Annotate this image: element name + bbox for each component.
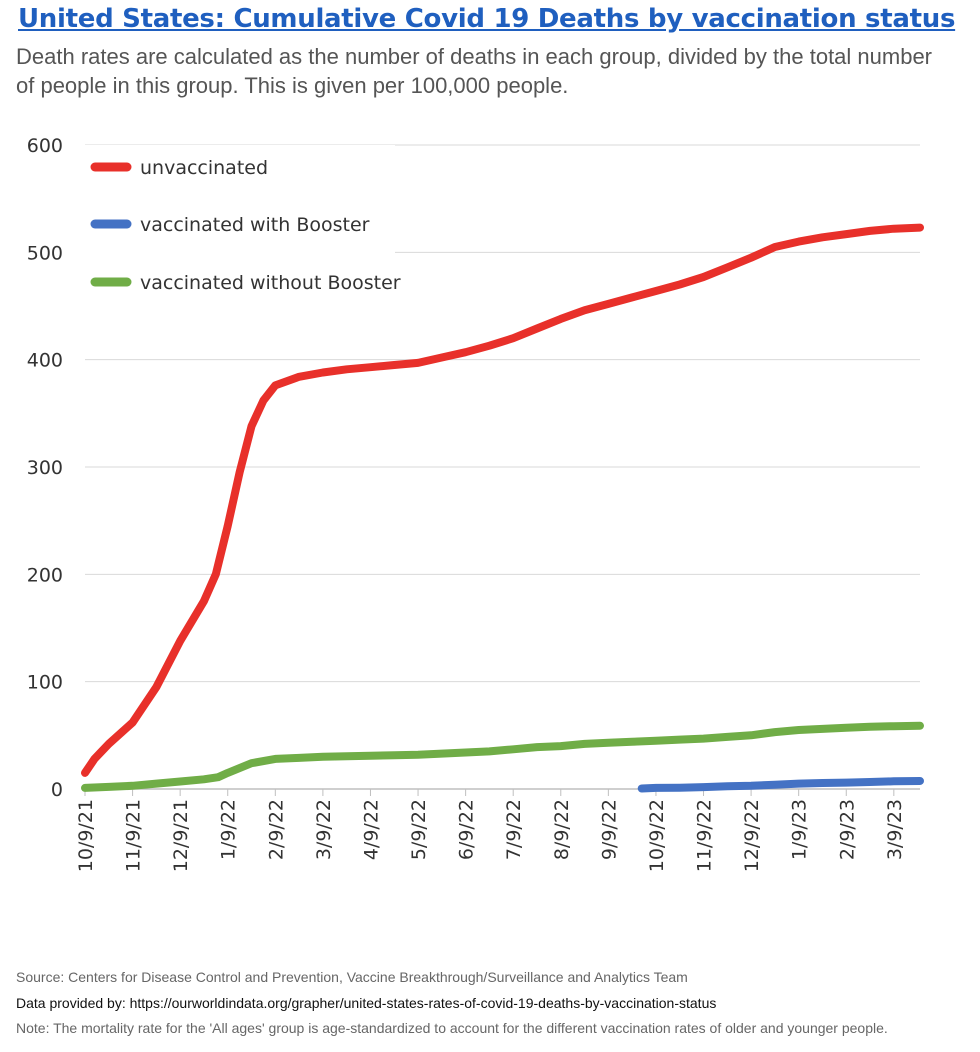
methodology-note: Note: The mortality rate for the 'All ag…	[16, 1020, 888, 1036]
x-tick-label-14: 12/9/22	[741, 799, 763, 872]
y-tick-label-500: 500	[27, 242, 63, 264]
x-tick-label-17: 3/9/23	[884, 799, 906, 860]
line-chart: 0 100 200 300 400 500 600 10/9/21 11/9/21 12/9/2…	[27, 135, 924, 872]
y-tick-label-600: 600	[27, 135, 63, 157]
series-lines	[81, 223, 924, 793]
x-tick-label-0: 10/9/21	[75, 799, 97, 872]
x-tick-label-13: 11/9/22	[694, 799, 716, 872]
legend-label-vaccinated-without-booster: vaccinated without Booster	[140, 272, 401, 294]
legend: unvaccinated vaccinated with Booster vacci…	[80, 145, 401, 315]
x-tick-label-10: 8/9/22	[551, 799, 573, 860]
x-tick-label-7: 5/9/22	[408, 799, 430, 860]
x-tick-label-1: 11/9/21	[123, 799, 145, 872]
x-axis: 10/9/21 11/9/21 12/9/21 1/9/22 2/9/22 3/9/22 4…	[75, 788, 920, 872]
x-tick-label-15: 1/9/23	[789, 799, 811, 860]
data-provided-note: Data provided by: https://ourworldindata…	[16, 995, 717, 1011]
y-tick-label-200: 200	[27, 564, 63, 586]
x-tick-label-12: 10/9/22	[646, 799, 668, 872]
legend-label-vaccinated-with-booster: vaccinated with Booster	[140, 214, 370, 236]
chart-subtitle: Death rates are calculated as the number…	[16, 44, 933, 98]
series-line-unvaccinated	[81, 223, 924, 777]
series-line-vaccinated-with-booster	[637, 777, 924, 793]
x-tick-label-16: 2/9/23	[836, 799, 858, 860]
x-tick-label-2: 12/9/21	[170, 799, 192, 872]
series-line-vaccinated-without-booster	[81, 721, 924, 792]
x-tick-label-3: 1/9/22	[218, 799, 240, 860]
y-axis: 0 100 200 300 400 500 600	[27, 135, 63, 801]
x-tick-label-11: 9/9/22	[598, 799, 620, 860]
legend-label-unvaccinated: unvaccinated	[140, 157, 268, 179]
x-tick-label-6: 4/9/22	[360, 799, 382, 860]
chart-title: United States: Cumulative Covid 19 Death…	[18, 4, 956, 34]
y-tick-label-400: 400	[27, 350, 63, 372]
y-tick-label-300: 300	[27, 457, 63, 479]
legend-background	[80, 145, 395, 315]
x-tick-label-5: 3/9/22	[313, 799, 335, 860]
x-tick-label-8: 6/9/22	[456, 799, 478, 860]
x-tick-label-9: 7/9/22	[503, 799, 525, 860]
y-tick-label-0: 0	[51, 779, 63, 801]
y-tick-label-100: 100	[27, 672, 63, 694]
x-tick-label-4: 2/9/22	[265, 799, 287, 860]
source-note: Source: Centers for Disease Control and …	[16, 969, 688, 985]
